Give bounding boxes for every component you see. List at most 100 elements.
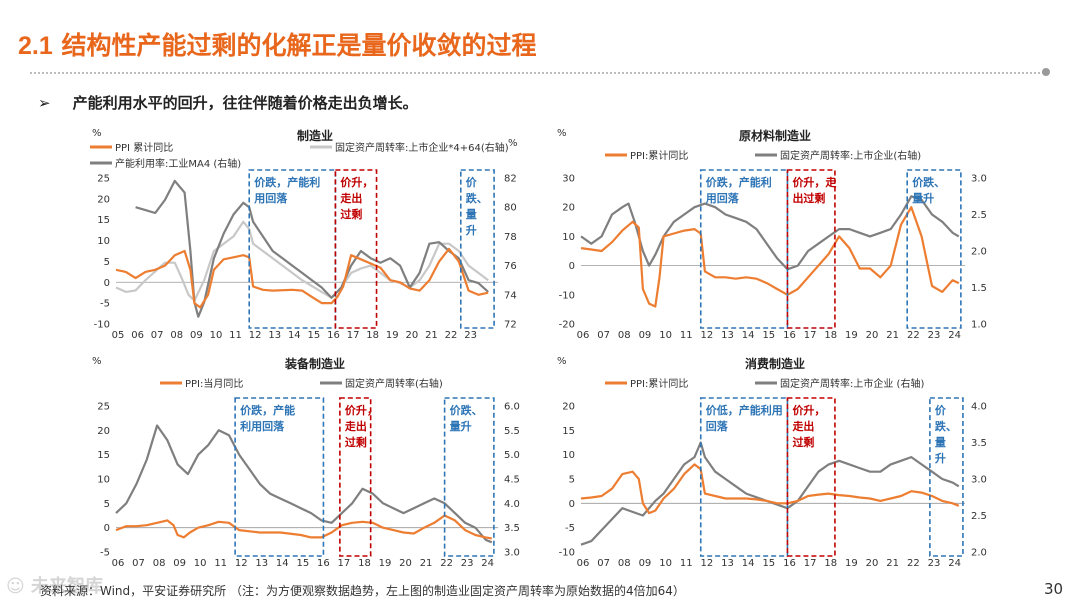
x-tick: 17 bbox=[804, 330, 817, 341]
y-tick-left: 15 bbox=[97, 215, 110, 226]
x-tick: 07 bbox=[151, 330, 164, 341]
annotation-line: 过剩 bbox=[340, 207, 362, 221]
annotation-line: 走出 bbox=[344, 419, 367, 433]
annotation-label: 价升， 走出过剩 bbox=[339, 175, 373, 221]
annotation-box bbox=[334, 169, 378, 329]
x-tick: 06 bbox=[577, 330, 590, 341]
x-tick: 24 bbox=[481, 558, 494, 569]
y-tick-right: 76 bbox=[504, 261, 517, 272]
legend-label: PPI 累计同比 bbox=[115, 141, 173, 154]
series-line bbox=[115, 220, 489, 302]
y-tick-left: -10 bbox=[94, 320, 110, 331]
x-tick: 18 bbox=[824, 330, 837, 341]
page-title: 2.1 结构性产能过剩的化解正是量价收敛的过程 bbox=[18, 26, 537, 62]
x-tick: 19 bbox=[845, 330, 858, 341]
x-tick: 12 bbox=[701, 330, 714, 341]
annotation-label: 价升，走出过剩 bbox=[792, 175, 836, 205]
x-tick: 09 bbox=[639, 558, 652, 569]
y-tick-left: -10 bbox=[559, 290, 575, 301]
y-tick-left: 0 bbox=[569, 261, 575, 272]
legend-label: PPI:累计同比 bbox=[630, 377, 688, 390]
source-note: 资料来源：Wind，平安证券研究所 （注：为方便观察数据趋势，左上图的制造业固定… bbox=[40, 584, 685, 598]
series-line bbox=[580, 206, 960, 308]
x-tick: 21 bbox=[420, 558, 433, 569]
annotation-label: 价升，走出过剩 bbox=[344, 403, 378, 449]
x-tick: 22 bbox=[907, 330, 920, 341]
x-tick: 08 bbox=[153, 558, 166, 569]
x-tick: 13 bbox=[721, 558, 734, 569]
y-tick-left: -5 bbox=[100, 548, 110, 559]
x-tick: 11 bbox=[229, 330, 242, 341]
y-tick-right: 3.5 bbox=[971, 438, 987, 449]
y-tick-left: 5 bbox=[104, 257, 110, 268]
y-tick-left: -10 bbox=[559, 548, 575, 559]
y-tick-right: 2.5 bbox=[971, 511, 987, 522]
legend-label: 固定资产周转率(右轴) bbox=[345, 377, 443, 390]
title-divider bbox=[30, 72, 1048, 74]
annotation-line: 量 bbox=[466, 208, 477, 221]
annotation-box bbox=[786, 169, 836, 329]
annotation-label: 价跌，产能利用回落 bbox=[254, 175, 320, 205]
annotation-line: 价升， bbox=[345, 403, 378, 417]
x-tick: 22 bbox=[445, 330, 458, 341]
x-tick: 22 bbox=[907, 558, 920, 569]
x-tick: 21 bbox=[886, 330, 899, 341]
annotation-line: 量升 bbox=[912, 191, 934, 205]
x-tick: 10 bbox=[194, 558, 207, 569]
chart-equipment: 装备制造业% -5 0 5 10 15 20 25 3.0 3.5 4.0 4.5 5.0 5.5 6.0 0… bbox=[92, 356, 520, 569]
annotation-line: 价升，走 bbox=[792, 175, 836, 189]
chart-title: 消费制造业 bbox=[745, 356, 805, 371]
annotation-line: 价升， bbox=[340, 175, 373, 189]
x-tick: 23 bbox=[928, 330, 941, 341]
y-tick-right: 3.0 bbox=[971, 174, 987, 185]
y-tick-right: 4.0 bbox=[971, 402, 987, 413]
x-tick: 19 bbox=[386, 330, 399, 341]
x-tick: 09 bbox=[173, 558, 186, 569]
annotation-line: 走出 bbox=[339, 191, 362, 205]
annotation-label: 价跌，产能利用回落 bbox=[240, 403, 295, 433]
annotation-line: 价 bbox=[935, 404, 947, 417]
x-tick: 18 bbox=[366, 330, 379, 341]
x-tick: 15 bbox=[308, 330, 321, 341]
x-tick: 15 bbox=[762, 330, 775, 341]
y-tick-left: 25 bbox=[97, 402, 110, 413]
series-line bbox=[580, 195, 960, 271]
annotation-line: 过剩 bbox=[792, 435, 814, 449]
annotation-line: 升 bbox=[466, 223, 477, 237]
annotation-box bbox=[443, 397, 495, 557]
y-tick-left: 25 bbox=[97, 174, 110, 185]
x-tick: 08 bbox=[170, 330, 183, 341]
chart-title: 原材料制造业 bbox=[739, 128, 811, 143]
x-tick: 12 bbox=[249, 330, 262, 341]
y-tick-right: 1.5 bbox=[971, 283, 987, 294]
y-tick-right: 78 bbox=[504, 232, 517, 243]
annotation-line: 价 bbox=[466, 176, 478, 189]
y-tick-right: 4.0 bbox=[504, 499, 520, 510]
x-tick: 06 bbox=[577, 558, 590, 569]
x-tick: 14 bbox=[288, 330, 301, 341]
x-tick: 13 bbox=[721, 330, 734, 341]
legend-label: 固定资产周转率:上市企业 (右轴) bbox=[780, 377, 924, 390]
section-number: 2.1 bbox=[18, 32, 53, 60]
legend-label: 固定资产周转率:上市企业(右轴) bbox=[780, 149, 921, 162]
x-tick: 20 bbox=[399, 558, 412, 569]
y-unit-left: % bbox=[557, 356, 567, 367]
legend-label: PPI:当月同比 bbox=[185, 377, 243, 390]
annotation-box bbox=[234, 397, 325, 557]
y-tick-left: 5 bbox=[569, 475, 575, 486]
annotation-box bbox=[786, 397, 836, 557]
annotation-box bbox=[339, 397, 372, 557]
y-tick-left: 30 bbox=[562, 174, 575, 185]
annotation-line: 用回落 bbox=[706, 191, 740, 205]
x-tick: 22 bbox=[440, 558, 453, 569]
x-tick: 19 bbox=[379, 558, 392, 569]
annotation-line: 价升， bbox=[792, 403, 825, 417]
annotation-line: 利用回落 bbox=[240, 419, 285, 433]
x-tick: 15 bbox=[296, 558, 309, 569]
y-tick-right: 2.5 bbox=[971, 210, 987, 221]
annotation-line: 价低，产能利用 bbox=[706, 403, 783, 417]
y-tick-right: 74 bbox=[504, 290, 517, 301]
annotation-line: 价跌，产能利 bbox=[254, 175, 320, 189]
divider-end-dot bbox=[1042, 68, 1050, 76]
chart-title: 制造业 bbox=[297, 128, 333, 143]
